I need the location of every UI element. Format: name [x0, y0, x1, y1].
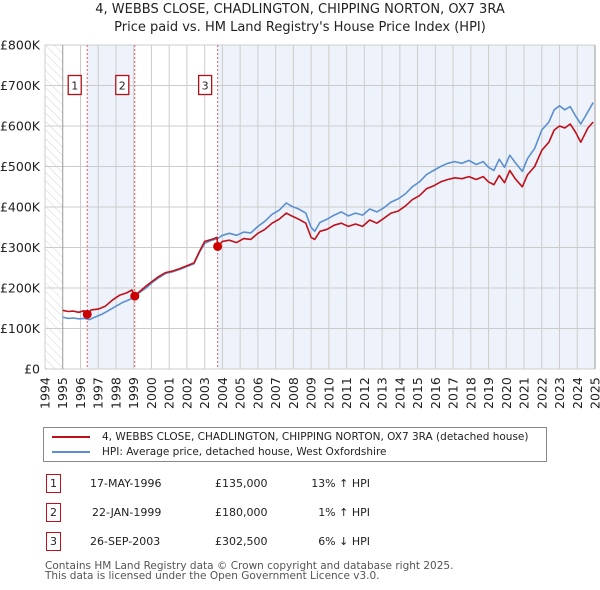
- sale-markers: [82, 241, 223, 319]
- y-tick-label: £300K: [0, 240, 41, 255]
- sale-date: 22-JAN-1999: [92, 506, 162, 519]
- x-tick-label: 2024: [570, 377, 585, 409]
- legend: 4, WEBBS CLOSE, CHADLINGTON, CHIPPING NO…: [43, 427, 547, 462]
- x-tick-label: 2023: [552, 377, 567, 409]
- x-tick-label: 2019: [481, 377, 496, 409]
- sale-hpi-diff: 13% ↑ HPI: [311, 477, 370, 490]
- x-tick-label: 2007: [268, 377, 283, 409]
- chart-title: 4, WEBBS CLOSE, CHADLINGTON, CHIPPING NO…: [95, 2, 505, 17]
- x-tick-label: 2020: [499, 377, 514, 409]
- sale-label-number: 1: [71, 80, 78, 93]
- sale-label-box: [115, 74, 130, 96]
- y-tick-label: £400K: [0, 200, 41, 215]
- price-chart: 1 2 3 £0 £100K £200K £300K £400K £500K £600K £700…: [0, 38, 600, 410]
- hpi-series-line: [62, 102, 594, 321]
- x-tick-label: 2008: [286, 377, 301, 409]
- x-tick-label: 2014: [392, 377, 407, 409]
- y-tick-label: £800K: [0, 38, 41, 53]
- sale-date: 17-MAY-1996: [90, 477, 162, 490]
- x-tick-label: 2003: [197, 377, 212, 409]
- y-tick-label: £200K: [0, 281, 41, 296]
- sale-price: £135,000: [215, 477, 268, 490]
- x-tick-label: 2010: [321, 377, 336, 409]
- property-series-line: [62, 121, 594, 316]
- x-tick-label: 2005: [233, 377, 248, 409]
- sale-label-number: 2: [119, 80, 126, 93]
- legend-item-property: 4, WEBBS CLOSE, CHADLINGTON, CHIPPING NO…: [44, 430, 528, 444]
- x-tick-label: 2015: [410, 377, 425, 409]
- sale-point-marker: [130, 291, 140, 301]
- x-tick-label: 1996: [73, 377, 88, 409]
- x-tick-label: 2025: [588, 377, 600, 409]
- x-tick-label: 2018: [463, 377, 478, 409]
- footer-line-1: Contains HM Land Registry data © Crown c…: [45, 560, 454, 572]
- legend-label-property: 4, WEBBS CLOSE, CHADLINGTON, CHIPPING NO…: [102, 431, 529, 443]
- sale-point-marker: [213, 241, 223, 251]
- x-tick-label: 1995: [55, 377, 70, 409]
- sale-price: £302,500: [215, 535, 268, 548]
- sale-label-box: [67, 74, 82, 96]
- legend-label-hpi: HPI: Average price, detached house, West…: [102, 446, 387, 458]
- x-tick-label: 1994: [38, 377, 53, 409]
- sale-number-badge: 1: [46, 474, 61, 493]
- y-tick-label: £100K: [0, 321, 41, 336]
- legend-swatch-hpi: [52, 451, 90, 453]
- x-tick-label: 2021: [517, 377, 532, 409]
- sale-hpi-diff: 6% ↓ HPI: [318, 535, 370, 548]
- y-axis: £0 £100K £200K £300K £400K £500K £600K £700K £80…: [0, 38, 41, 377]
- x-axis: 1994 1995 1996 1997 1998 1999 2000 2001 2002 2003…: [38, 377, 600, 409]
- sale-price: £180,000: [215, 506, 268, 519]
- x-tick-label: 2022: [534, 377, 549, 409]
- sale-number-badge: 3: [46, 532, 61, 551]
- sale-row: 2 22-JAN-1999 £180,000 1% ↑ HPI: [0, 503, 600, 523]
- footer-attribution: Contains HM Land Registry data © Crown c…: [45, 560, 454, 582]
- grid-lines: [44, 44, 596, 370]
- sale-row: 1 17-MAY-1996 £135,000 13% ↑ HPI: [0, 474, 600, 494]
- x-tick-label: 1998: [108, 377, 123, 409]
- y-tick-label: £500K: [0, 159, 41, 174]
- x-tick-label: 2013: [375, 377, 390, 409]
- chart-subtitle: Price paid vs. HM Land Registry's House …: [114, 20, 486, 35]
- sale-label-box: [197, 74, 213, 96]
- sale-label-number: 3: [202, 80, 209, 93]
- x-tick-label: 2006: [250, 377, 265, 409]
- x-tick-label: 1999: [126, 377, 141, 409]
- y-tick-label: £0: [24, 362, 40, 377]
- series-lines: [62, 102, 594, 321]
- x-tick-label: 2011: [339, 377, 354, 409]
- footer-line-2: This data is licensed under the Open Gov…: [45, 570, 380, 582]
- x-tick-label: 2012: [357, 377, 372, 409]
- sale-number-badge: 2: [46, 503, 61, 522]
- x-tick-label: 1997: [91, 377, 106, 409]
- x-tick-label: 2002: [179, 377, 194, 409]
- x-tick-label: 2016: [428, 377, 443, 409]
- legend-item-hpi: HPI: Average price, detached house, West…: [44, 445, 387, 459]
- x-tick-label: 2001: [162, 377, 177, 409]
- legend-swatch-property: [52, 436, 90, 438]
- sale-date: 26-SEP-2003: [90, 535, 161, 548]
- x-tick-label: 2004: [215, 377, 230, 409]
- sale-point-marker: [82, 309, 92, 319]
- x-tick-label: 2009: [304, 377, 319, 409]
- y-tick-label: £700K: [0, 78, 41, 93]
- x-tick-label: 2000: [144, 377, 159, 409]
- x-tick-label: 2017: [446, 377, 461, 409]
- sale-row: 3 26-SEP-2003 £302,500 6% ↓ HPI: [0, 532, 600, 552]
- y-tick-label: £600K: [0, 119, 41, 134]
- sale-hpi-diff: 1% ↑ HPI: [318, 506, 370, 519]
